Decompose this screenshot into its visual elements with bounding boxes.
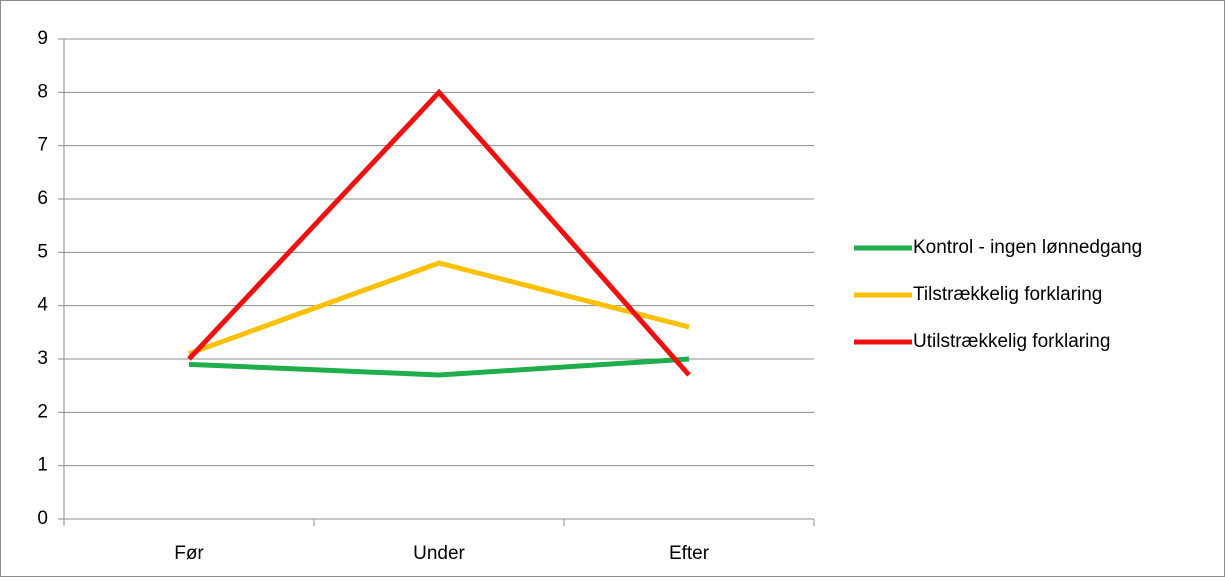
y-tick-label: 1: [37, 455, 48, 476]
y-tick-label: 3: [37, 348, 48, 369]
series-lines: [187, 88, 691, 378]
axes: 0 1 2 3 4 5 6 7 8 9 Før Under Efter: [37, 28, 815, 564]
y-tick-label: 6: [37, 188, 48, 209]
y-tick-label: 0: [37, 508, 48, 529]
y-tick-label: 7: [37, 135, 48, 156]
legend-label: Tilstrækkelig forklaring: [913, 284, 1102, 305]
legend: Kontrol - ingen lønnedgang Tilstrækkelig …: [854, 237, 1142, 352]
legend-label: Kontrol - ingen lønnedgang: [913, 237, 1142, 258]
y-tick-label: 9: [37, 28, 48, 49]
y-tick-label: 2: [37, 401, 48, 422]
series-line: [187, 88, 691, 377]
gridlines: [64, 38, 814, 467]
x-tick-label: Efter: [669, 543, 710, 564]
y-tick-label: 4: [37, 295, 48, 316]
series-line: [188, 260, 690, 357]
series-line: [188, 356, 690, 378]
legend-label: Utilstrækkelig forklaring: [913, 331, 1110, 352]
x-tick-label: Før: [174, 543, 204, 564]
x-tick-label: Under: [413, 543, 465, 564]
y-tick-label: 8: [37, 81, 48, 102]
y-tick-label: 5: [37, 241, 48, 262]
